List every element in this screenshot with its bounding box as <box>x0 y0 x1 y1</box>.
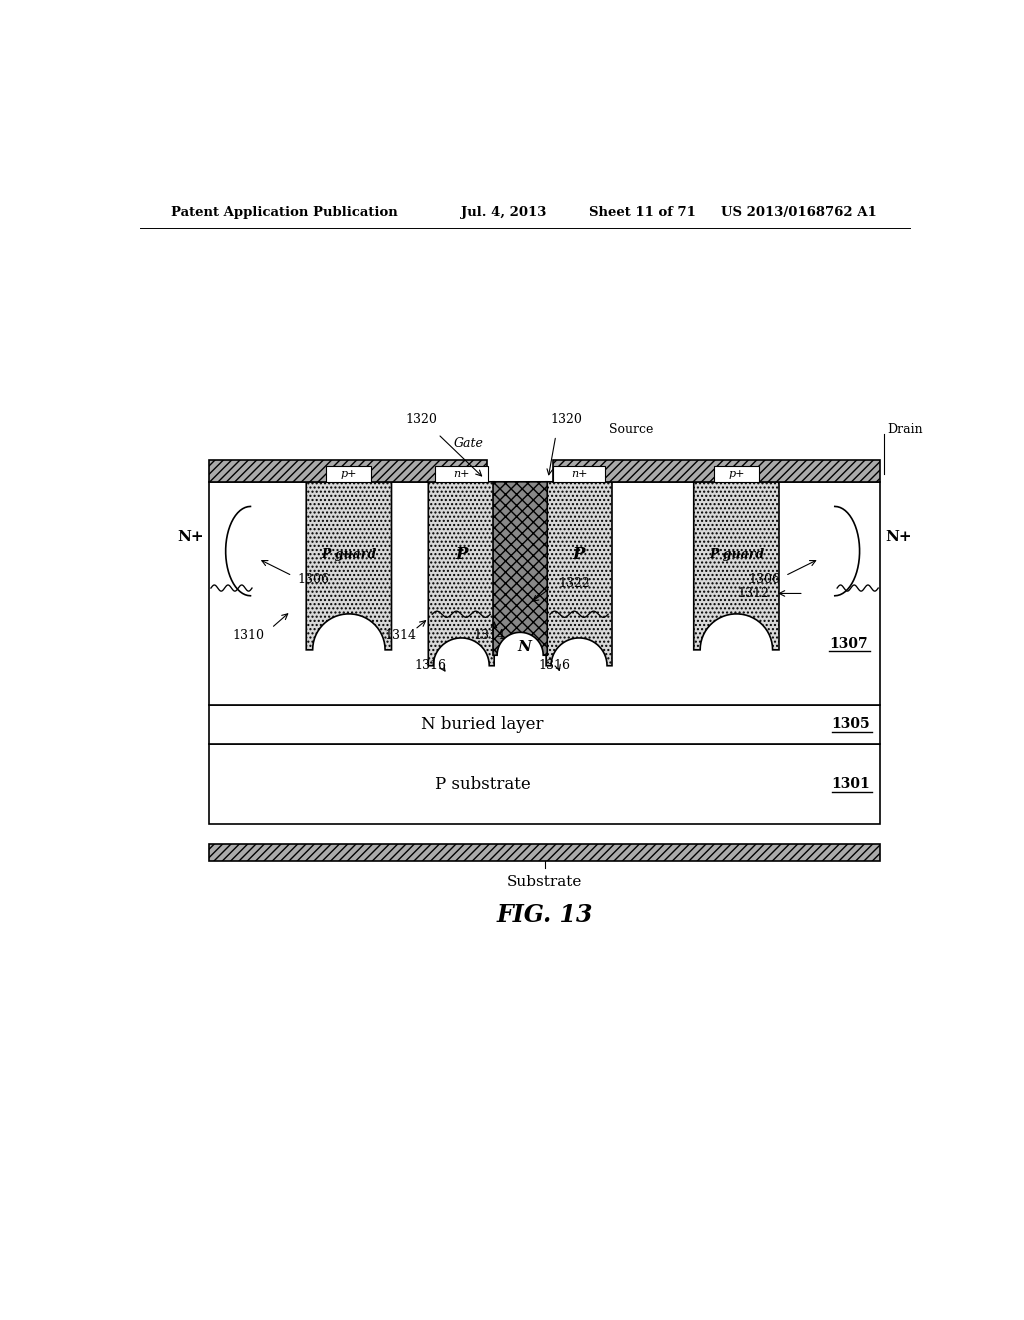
Text: 1322: 1322 <box>558 577 590 590</box>
Bar <box>209 482 880 705</box>
Polygon shape <box>693 482 779 649</box>
Polygon shape <box>306 482 391 649</box>
Text: N+: N+ <box>885 531 911 544</box>
Text: 1305: 1305 <box>831 717 869 731</box>
Text: 1306: 1306 <box>297 573 329 586</box>
Text: 1307: 1307 <box>829 636 868 651</box>
Bar <box>327 466 372 482</box>
Text: P substrate: P substrate <box>434 776 530 792</box>
Text: 1312: 1312 <box>738 587 770 601</box>
Text: 1301: 1301 <box>830 777 869 791</box>
Text: Source: Source <box>608 422 653 436</box>
Text: P: P <box>572 546 586 564</box>
Text: p+: p+ <box>341 469 357 479</box>
Bar <box>435 466 487 482</box>
Bar <box>714 466 759 482</box>
Text: N+: N+ <box>177 531 204 544</box>
Text: P guard: P guard <box>709 548 764 561</box>
Bar <box>209 843 880 861</box>
Polygon shape <box>428 482 495 665</box>
Text: Drain: Drain <box>888 422 923 436</box>
Text: Jul. 4, 2013: Jul. 4, 2013 <box>461 206 547 219</box>
Text: N buried layer: N buried layer <box>421 715 544 733</box>
Text: 1314: 1314 <box>473 630 505 643</box>
Text: Substrate: Substrate <box>507 875 583 888</box>
Text: 1320: 1320 <box>406 413 437 426</box>
Text: FIG. 13: FIG. 13 <box>497 903 593 927</box>
Text: Sheet 11 of 71: Sheet 11 of 71 <box>589 206 696 219</box>
Text: N: N <box>517 640 531 655</box>
Text: n+: n+ <box>570 469 588 479</box>
Text: p+: p+ <box>728 469 744 479</box>
Text: Patent Application Publication: Patent Application Publication <box>171 206 397 219</box>
Bar <box>209 461 486 482</box>
Bar <box>553 466 605 482</box>
Text: US 2013/0168762 A1: US 2013/0168762 A1 <box>721 206 877 219</box>
Polygon shape <box>546 482 612 665</box>
Text: P: P <box>455 546 468 564</box>
Bar <box>554 461 880 482</box>
Text: 1316: 1316 <box>415 659 446 672</box>
Bar <box>209 743 880 825</box>
Text: 1320: 1320 <box>550 413 582 426</box>
Text: n+: n+ <box>453 469 469 479</box>
Text: 1316: 1316 <box>539 659 570 672</box>
Text: Gate: Gate <box>454 437 483 450</box>
Text: P guard: P guard <box>322 548 377 561</box>
Bar <box>209 705 880 743</box>
Text: 1306: 1306 <box>749 573 780 586</box>
Text: 1314: 1314 <box>385 630 417 643</box>
Polygon shape <box>493 482 547 655</box>
Text: 1310: 1310 <box>232 630 264 643</box>
